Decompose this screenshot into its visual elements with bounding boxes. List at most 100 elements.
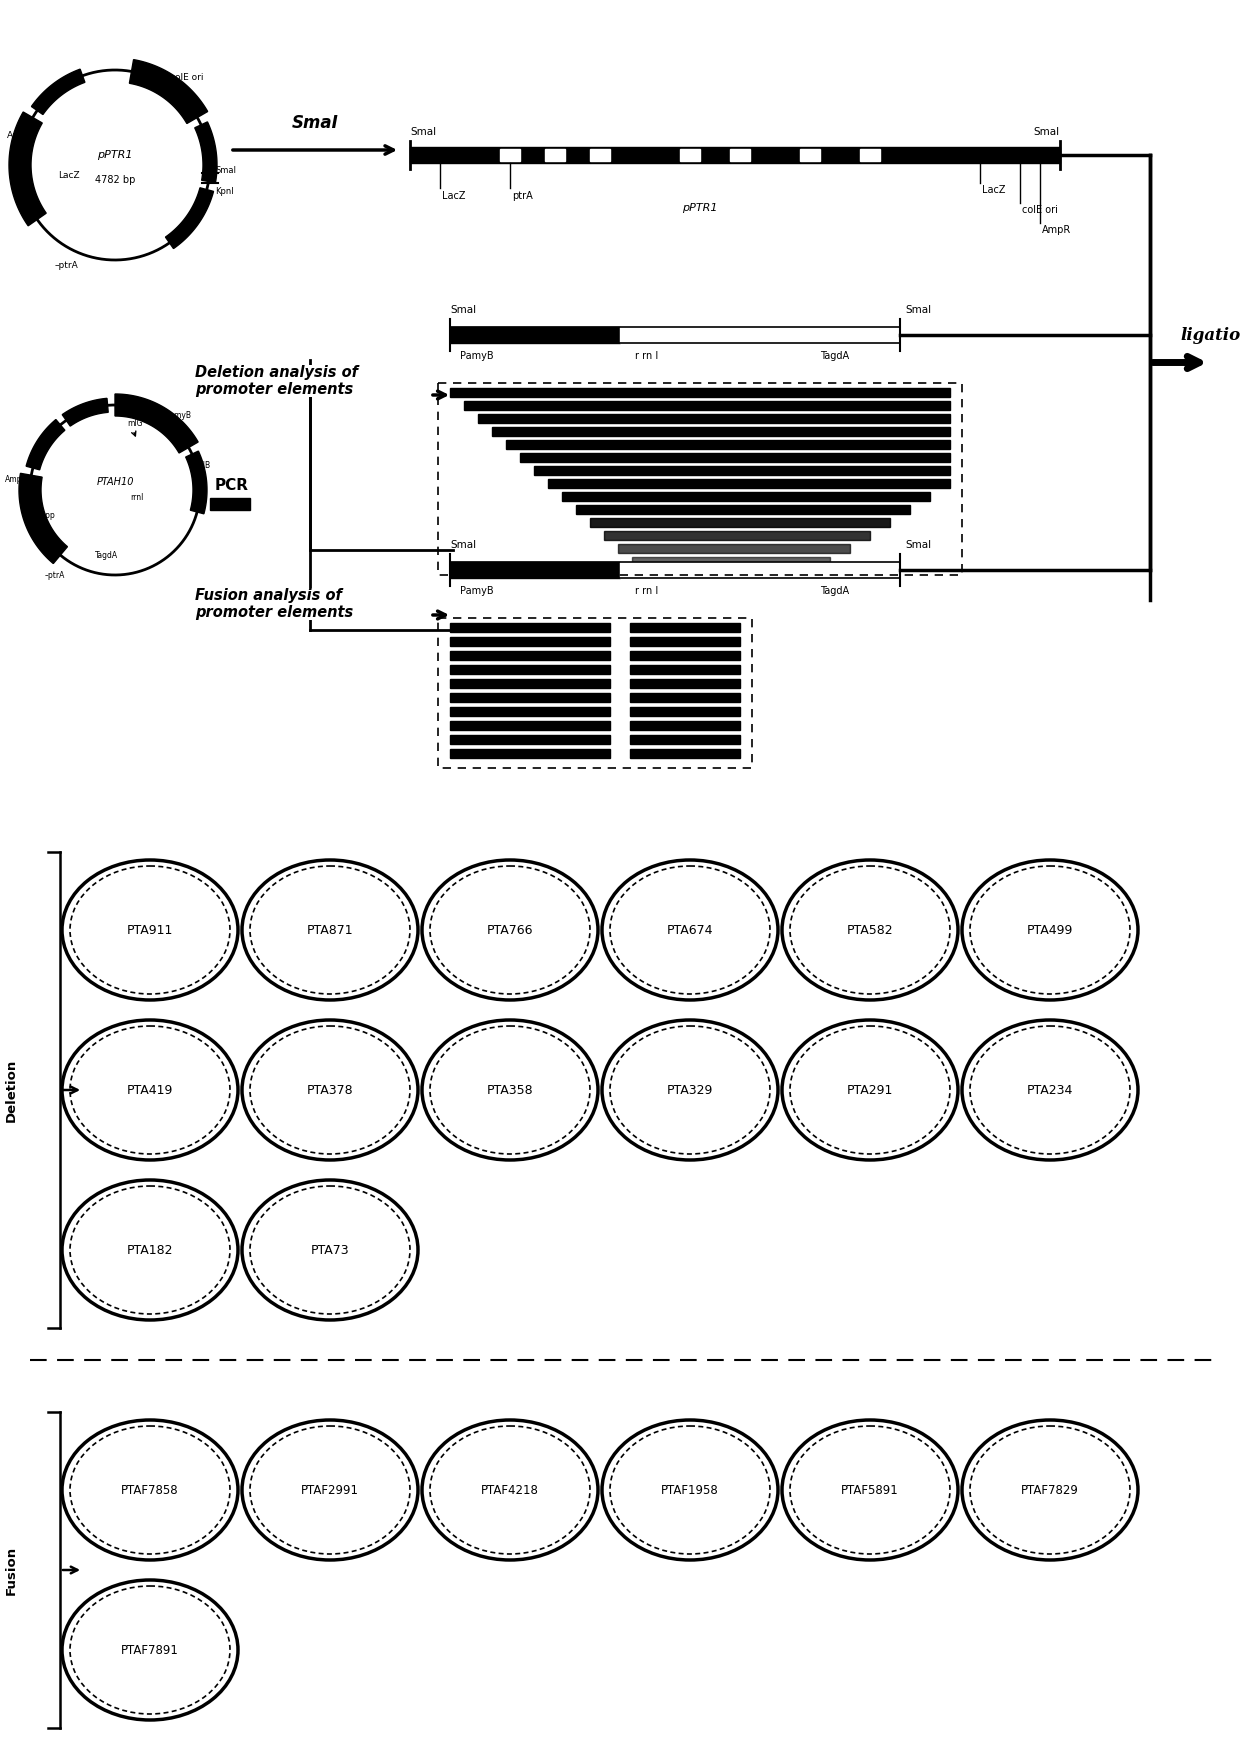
Text: TagdA: TagdA [820, 586, 849, 597]
Polygon shape [680, 149, 701, 161]
Polygon shape [450, 693, 610, 702]
Text: PTA911: PTA911 [126, 924, 174, 936]
Polygon shape [450, 735, 610, 744]
Polygon shape [195, 123, 217, 182]
Polygon shape [450, 388, 950, 397]
Text: PTA419: PTA419 [126, 1083, 174, 1097]
Text: AmpR: AmpR [1042, 226, 1071, 234]
Text: PTA182: PTA182 [126, 1244, 174, 1256]
Text: PamyB: PamyB [460, 586, 494, 597]
Polygon shape [464, 401, 950, 410]
Text: colB: colB [195, 460, 211, 469]
Polygon shape [9, 112, 46, 226]
Text: SmaI: SmaI [1034, 128, 1060, 136]
Polygon shape [62, 399, 108, 425]
Text: PCR: PCR [215, 478, 249, 492]
Text: PTAF7891: PTAF7891 [122, 1643, 179, 1657]
Text: LacZ: LacZ [58, 170, 81, 180]
Text: –ptrA: –ptrA [55, 261, 79, 270]
Text: rrnI: rrnI [130, 493, 144, 502]
Text: colE ori: colE ori [1022, 205, 1058, 215]
Polygon shape [590, 518, 890, 527]
Text: PamyB: PamyB [460, 352, 494, 360]
Polygon shape [630, 637, 740, 646]
Polygon shape [630, 651, 740, 660]
Polygon shape [410, 147, 1060, 163]
Polygon shape [492, 427, 950, 436]
Text: PTA358: PTA358 [486, 1083, 533, 1097]
Polygon shape [630, 693, 740, 702]
Text: pPTR1: pPTR1 [97, 150, 133, 159]
Text: mIG: mIG [128, 418, 143, 429]
Text: Deletion analysis of
promoter elements: Deletion analysis of promoter elements [195, 366, 358, 397]
Text: 4782 bp: 4782 bp [94, 175, 135, 186]
Polygon shape [630, 707, 740, 716]
Text: PTAF7858: PTAF7858 [122, 1484, 179, 1496]
Text: PTA378: PTA378 [306, 1083, 353, 1097]
Polygon shape [620, 327, 900, 343]
Text: –ptrA: –ptrA [45, 570, 66, 579]
Polygon shape [31, 70, 84, 114]
Text: TagdA: TagdA [95, 551, 118, 560]
Text: LacZ: LacZ [982, 186, 1006, 194]
Text: r rn I: r rn I [635, 586, 658, 597]
Polygon shape [210, 499, 250, 509]
Text: PTA871: PTA871 [306, 924, 353, 936]
Polygon shape [520, 453, 950, 462]
Polygon shape [186, 452, 207, 514]
Text: AmpR: AmpR [7, 131, 33, 140]
Polygon shape [129, 60, 207, 124]
Text: PTAF4218: PTAF4218 [481, 1484, 539, 1496]
Text: ligation: ligation [1180, 327, 1240, 345]
Text: SmaI: SmaI [450, 541, 476, 550]
Text: AmpR: AmpR [5, 476, 27, 485]
Polygon shape [450, 562, 620, 578]
Text: KpnI: KpnI [215, 187, 234, 196]
Polygon shape [450, 327, 620, 343]
Text: Fusion analysis of
promoter elements: Fusion analysis of promoter elements [195, 588, 353, 621]
Polygon shape [630, 679, 740, 688]
Text: PTAF2991: PTAF2991 [301, 1484, 360, 1496]
Polygon shape [165, 187, 213, 248]
Text: PTA674: PTA674 [667, 924, 713, 936]
Polygon shape [450, 707, 610, 716]
Text: PTA234: PTA234 [1027, 1083, 1073, 1097]
Polygon shape [450, 665, 610, 674]
Polygon shape [450, 651, 610, 660]
Text: TagdA: TagdA [820, 352, 849, 360]
Polygon shape [630, 735, 740, 744]
Text: PTA582: PTA582 [847, 924, 893, 936]
Text: ptrA: ptrA [512, 191, 533, 201]
Polygon shape [548, 480, 950, 488]
Polygon shape [800, 149, 820, 161]
Polygon shape [577, 506, 910, 514]
Polygon shape [590, 149, 610, 161]
Polygon shape [500, 149, 520, 161]
Polygon shape [19, 473, 67, 564]
Text: PTAF1958: PTAF1958 [661, 1484, 719, 1496]
Polygon shape [604, 530, 870, 541]
Polygon shape [632, 556, 830, 565]
Polygon shape [450, 679, 610, 688]
Text: r rn I: r rn I [635, 352, 658, 360]
Text: PTA73: PTA73 [311, 1244, 350, 1256]
Polygon shape [630, 749, 740, 758]
Text: colE ori: colE ori [170, 72, 203, 82]
Text: SmaI: SmaI [450, 304, 476, 315]
Text: SmaI: SmaI [410, 128, 436, 136]
Polygon shape [450, 721, 610, 730]
Polygon shape [450, 637, 610, 646]
Polygon shape [26, 420, 64, 469]
Polygon shape [115, 394, 198, 453]
Polygon shape [534, 466, 950, 474]
Polygon shape [618, 544, 849, 553]
Polygon shape [477, 415, 950, 424]
Text: SmaI: SmaI [215, 166, 236, 175]
Polygon shape [450, 623, 610, 632]
Text: PTA329: PTA329 [667, 1083, 713, 1097]
Text: SmaI: SmaI [905, 304, 931, 315]
Text: PTAH10: PTAH10 [97, 478, 134, 487]
Text: oRpp: oRpp [35, 511, 55, 520]
Text: PTAF7829: PTAF7829 [1021, 1484, 1079, 1496]
Polygon shape [630, 623, 740, 632]
